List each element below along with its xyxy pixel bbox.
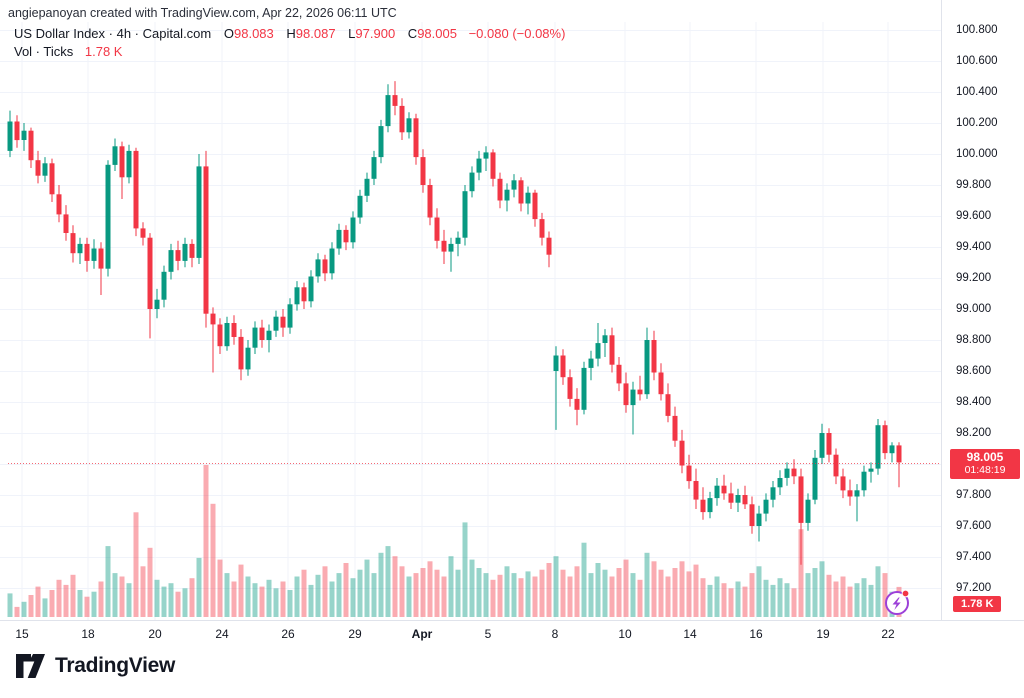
price-axis-label: 97.800: [956, 489, 992, 501]
bar-countdown: 01:48:19: [964, 464, 1006, 476]
attribution-text: angiepanoyan created with TradingView.co…: [8, 6, 397, 20]
price-axis-label: 100.800: [956, 24, 998, 36]
time-axis-label: Apr: [411, 627, 433, 641]
time-axis-label: 8: [551, 627, 559, 641]
open-key: O: [223, 26, 234, 41]
time-axis-label: 26: [281, 627, 295, 641]
time-axis-label: 18: [81, 627, 95, 641]
price-axis-label: 99.400: [956, 241, 992, 253]
volume-legend[interactable]: Vol · Ticks 1.78 K: [14, 44, 122, 59]
price-axis-label: 97.400: [956, 551, 992, 563]
price-axis[interactable]: 100.800 100.600 100.400 100.200 100.000 99.80…: [941, 0, 1024, 620]
time-axis-label: 16: [749, 627, 763, 641]
high-key: H: [286, 26, 296, 41]
low-key: L: [348, 26, 356, 41]
flash-events-icon[interactable]: [883, 588, 912, 617]
price-axis-label: 99.200: [956, 272, 992, 284]
symbol-title[interactable]: US Dollar Index · 4h · Capital.com: [14, 26, 212, 41]
price-axis-label: 97.600: [956, 520, 992, 532]
time-axis-label: 24: [215, 627, 229, 641]
volume-value: 1.78 K: [84, 44, 123, 59]
price-axis-label: 99.600: [956, 210, 992, 222]
close-value: 98.005: [417, 26, 457, 41]
time-axis-label: 22: [881, 627, 895, 641]
time-axis-label: 20: [148, 627, 162, 641]
tradingview-logo-icon: [16, 654, 45, 678]
time-axis-label: 10: [618, 627, 632, 641]
price-axis-label: 100.000: [956, 148, 998, 160]
last-price-value: 98.005: [966, 450, 1004, 464]
price-axis-label: 98.800: [956, 334, 992, 346]
open-value: 98.083: [234, 26, 274, 41]
price-axis-label: 100.600: [956, 55, 998, 67]
volume-axis-badge: 1.78 K: [953, 596, 1002, 612]
high-value: 98.087: [295, 26, 336, 41]
price-axis-label: 100.200: [956, 117, 998, 129]
price-axis-label: 98.400: [956, 396, 992, 408]
price-axis-label: 99.800: [956, 179, 992, 191]
price-axis-label: 99.000: [956, 303, 992, 315]
time-axis-label: 14: [683, 627, 697, 641]
price-axis-label: 98.200: [956, 427, 992, 439]
volume-title: Vol · Ticks: [14, 44, 74, 59]
last-price-badge: 98.005 01:48:19: [950, 449, 1020, 479]
time-axis-label: 15: [15, 627, 29, 641]
price-axis-label: 98.600: [956, 365, 992, 377]
notification-dot: [901, 589, 910, 598]
time-axis[interactable]: 15 18 20 24 26 29 Apr 5 8 10 14 16 19 22: [0, 620, 1024, 651]
price-axis-label: 97.200: [956, 582, 992, 594]
tradingview-logo[interactable]: TradingView: [15, 653, 175, 679]
tradingview-logo-text: TradingView: [55, 654, 176, 677]
change-value: −0.080 (−0.08%): [468, 26, 566, 41]
price-axis-label: 100.400: [956, 86, 998, 98]
time-axis-label: 5: [484, 627, 492, 641]
close-key: C: [407, 26, 418, 41]
time-axis-label: 29: [348, 627, 362, 641]
lightning-bolt-glyph: [892, 597, 901, 610]
symbol-legend[interactable]: US Dollar Index · 4h · Capital.com O98.0…: [14, 26, 565, 41]
low-value: 97.900: [355, 26, 396, 41]
time-axis-label: 19: [816, 627, 830, 641]
